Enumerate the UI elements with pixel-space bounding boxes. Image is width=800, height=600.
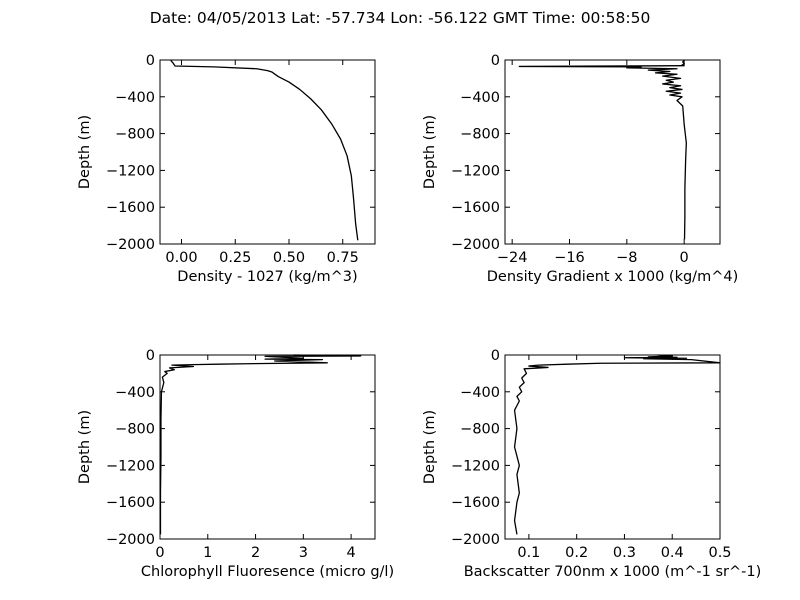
y-tick-label: −1600 (451, 200, 500, 216)
chart-panel-4: 0 −400 −800 −1200 −1600 −2000 0.1 0.2 0.3 0.4 0.5 B… (422, 348, 761, 580)
y-tick-label: −800 (115, 422, 155, 438)
chart-panel-2: 0 −400 −800 −1200 −1600 −2000−24 −16 −8 0 Density… (422, 53, 738, 285)
x-tick-label: 0.25 (219, 250, 251, 266)
x-tick-label: 0.2 (565, 545, 588, 561)
x-tick-label: 0.5 (708, 545, 731, 561)
x-tick-label: 0.75 (327, 250, 359, 266)
y-axis-label: Depth (m) (77, 115, 93, 189)
y-tick-label: −1200 (106, 163, 155, 179)
y-tick-label: 0 (491, 348, 500, 364)
y-tick-label: −1200 (451, 458, 500, 474)
x-tick-label: 0.50 (273, 250, 305, 266)
y-tick-label: 0 (146, 348, 155, 364)
y-tick-label: −2000 (451, 237, 500, 253)
series-line-2-1 (518, 59, 687, 240)
x-tick-label: 2 (251, 545, 260, 561)
y-tick-label: −1200 (451, 163, 500, 179)
y-tick-label: −2000 (451, 532, 500, 548)
axes-frame (504, 354, 721, 540)
y-tick-label: −400 (460, 385, 500, 401)
y-tick-label: −400 (460, 90, 500, 106)
y-tick-label: −2000 (106, 237, 155, 253)
y-tick-label: −1600 (451, 495, 500, 511)
x-tick-label: −8 (616, 250, 637, 266)
x-tick-label: 0 (680, 250, 689, 266)
x-tick-label: 3 (299, 545, 308, 561)
x-tick-label: 0.3 (613, 545, 636, 561)
x-axis-label: Density Gradient x 1000 (kg/m^4) (487, 269, 738, 285)
y-tick-label: 0 (491, 53, 500, 69)
x-axis-label: Chlorophyll Fluoresence (micro g/l) (141, 564, 394, 580)
series-line-1-1 (170, 60, 359, 241)
y-tick-label: −1600 (106, 495, 155, 511)
y-tick-label: −400 (115, 90, 155, 106)
x-tick-label: 1 (203, 545, 212, 561)
y-tick-label: −800 (460, 422, 500, 438)
x-tick-label: −16 (554, 250, 585, 266)
y-axis-label: Depth (m) (422, 410, 438, 484)
y-tick-label: −1600 (106, 200, 155, 216)
chart-panel-1: 0 −400 −800 −1200 −1600 −2000 0.00 0.25 0.50 0.75… (77, 53, 376, 285)
axes-frame (159, 59, 376, 245)
x-axis-label: Density - 1027 (kg/m^3) (177, 269, 357, 285)
y-tick-label: −2000 (106, 532, 155, 548)
y-tick-label: −400 (115, 385, 155, 401)
x-tick-label: 0.4 (661, 545, 684, 561)
y-tick-label: −1200 (106, 458, 155, 474)
y-tick-label: −800 (115, 127, 155, 143)
y-axis-label: Depth (m) (422, 115, 438, 189)
series-line-3-1 (159, 354, 362, 535)
x-tick-label: 0.00 (165, 250, 197, 266)
y-axis-label: Depth (m) (77, 410, 93, 484)
y-tick-label: −800 (460, 127, 500, 143)
x-tick-label: −24 (497, 250, 528, 266)
y-tick-label: 0 (146, 53, 155, 69)
x-tick-label: 4 (346, 545, 355, 561)
axes-frame (159, 354, 376, 540)
x-tick-label: 0 (155, 545, 164, 561)
axes-frame (504, 59, 721, 245)
x-tick-label: 0.1 (517, 545, 540, 561)
figure-title: Date: 04/05/2013 Lat: -57.734 Lon: -56.1… (150, 9, 651, 27)
series-line-4-1 (513, 354, 721, 535)
x-axis-label: Backscatter 700nm x 1000 (m^-1 sr^-1) (464, 564, 762, 580)
